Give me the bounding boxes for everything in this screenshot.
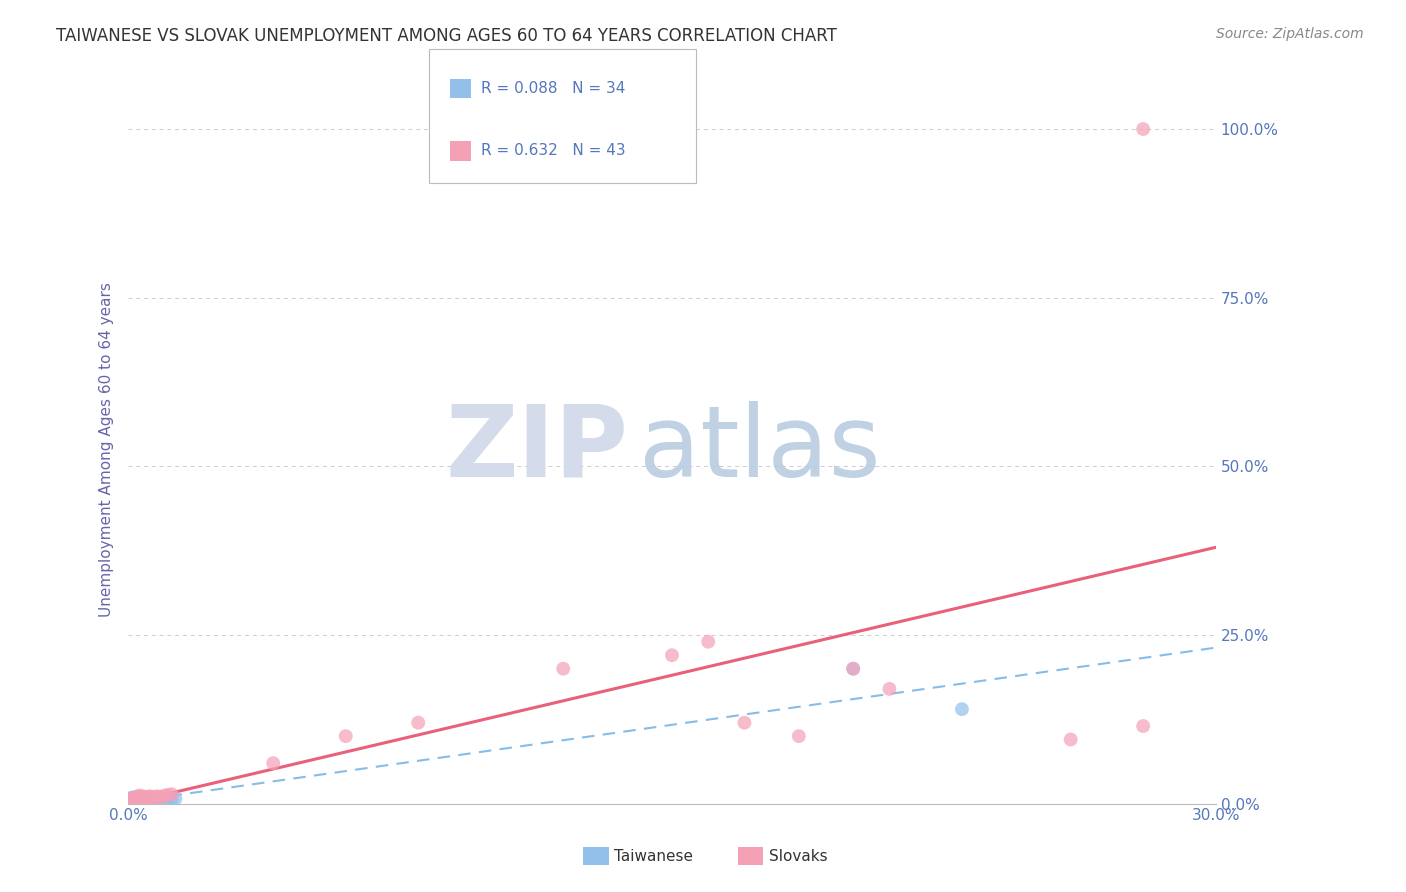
- Point: [132, 792, 155, 806]
- Point: [121, 795, 143, 809]
- Point: [132, 793, 155, 807]
- Point: [165, 792, 187, 806]
- Point: [124, 791, 146, 805]
- Point: [135, 791, 157, 805]
- Point: [135, 792, 157, 806]
- Point: [160, 787, 183, 801]
- Y-axis label: Unemployment Among Ages 60 to 64 years: Unemployment Among Ages 60 to 64 years: [100, 282, 114, 617]
- Point: [132, 795, 155, 809]
- Point: [132, 792, 155, 806]
- Point: [553, 662, 575, 676]
- Text: TAIWANESE VS SLOVAK UNEMPLOYMENT AMONG AGES 60 TO 64 YEARS CORRELATION CHART: TAIWANESE VS SLOVAK UNEMPLOYMENT AMONG A…: [56, 27, 837, 45]
- Point: [733, 715, 755, 730]
- Point: [139, 792, 162, 806]
- Point: [661, 648, 683, 663]
- Point: [121, 794, 143, 808]
- Text: R = 0.088   N = 34: R = 0.088 N = 34: [481, 81, 626, 96]
- Point: [146, 790, 169, 805]
- Point: [135, 789, 157, 804]
- Point: [157, 788, 180, 802]
- Point: [146, 793, 169, 807]
- Point: [124, 793, 146, 807]
- Point: [124, 790, 146, 805]
- Point: [879, 681, 901, 696]
- Point: [128, 794, 150, 808]
- Point: [121, 791, 143, 805]
- Text: Taiwanese: Taiwanese: [614, 849, 693, 863]
- Point: [121, 791, 143, 805]
- Point: [135, 795, 157, 809]
- Point: [950, 702, 973, 716]
- Text: ZIP: ZIP: [446, 401, 628, 498]
- Point: [124, 792, 146, 806]
- Point: [121, 792, 143, 806]
- Point: [142, 791, 165, 805]
- Point: [842, 662, 865, 676]
- Point: [128, 795, 150, 809]
- Point: [121, 793, 143, 807]
- Point: [132, 789, 155, 804]
- Text: atlas: atlas: [640, 401, 882, 498]
- Point: [121, 792, 143, 806]
- Point: [1132, 719, 1154, 733]
- Point: [128, 792, 150, 806]
- Point: [146, 789, 169, 804]
- Point: [153, 793, 176, 807]
- Text: Source: ZipAtlas.com: Source: ZipAtlas.com: [1216, 27, 1364, 41]
- Point: [132, 790, 155, 805]
- Point: [406, 715, 429, 730]
- Point: [128, 789, 150, 803]
- Point: [139, 794, 162, 808]
- Point: [1060, 732, 1083, 747]
- Point: [121, 795, 143, 809]
- Point: [128, 792, 150, 806]
- Point: [121, 790, 143, 805]
- Point: [121, 795, 143, 809]
- Point: [142, 794, 165, 808]
- Point: [124, 795, 146, 809]
- Point: [157, 792, 180, 806]
- Text: Slovaks: Slovaks: [769, 849, 828, 863]
- Point: [160, 792, 183, 806]
- Point: [135, 793, 157, 807]
- Point: [128, 789, 150, 804]
- Point: [128, 793, 150, 807]
- Text: R = 0.632   N = 43: R = 0.632 N = 43: [481, 144, 626, 159]
- Point: [697, 634, 720, 648]
- Point: [335, 729, 357, 743]
- Point: [124, 789, 146, 804]
- Point: [262, 756, 284, 771]
- Point: [149, 789, 172, 804]
- Point: [121, 792, 143, 806]
- Point: [1132, 122, 1154, 136]
- Point: [132, 793, 155, 807]
- Point: [121, 794, 143, 808]
- Point: [142, 792, 165, 806]
- Point: [135, 792, 157, 806]
- Point: [128, 790, 150, 805]
- Point: [842, 662, 865, 676]
- Point: [124, 795, 146, 809]
- Point: [128, 791, 150, 805]
- Point: [139, 790, 162, 805]
- Point: [142, 789, 165, 804]
- Point: [124, 792, 146, 806]
- Point: [124, 794, 146, 808]
- Point: [139, 792, 162, 806]
- Point: [139, 789, 162, 804]
- Point: [153, 789, 176, 803]
- Point: [787, 729, 810, 743]
